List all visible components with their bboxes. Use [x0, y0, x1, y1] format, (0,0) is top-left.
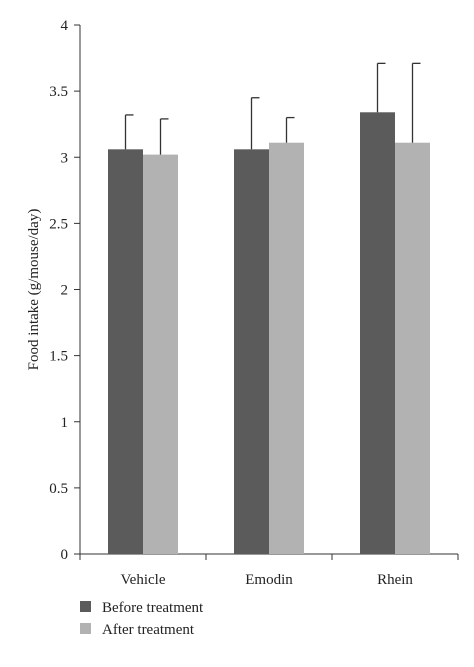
legend-label: After treatment	[102, 622, 195, 638]
y-tick-label: 0	[61, 547, 69, 563]
x-category-label: Rhein	[377, 572, 413, 588]
legend-swatch	[80, 601, 91, 612]
y-axis-title: Food intake (g/mouse/day)	[26, 209, 42, 371]
y-tick-label: 3.5	[49, 84, 68, 100]
bar	[360, 112, 395, 554]
bar	[234, 149, 269, 554]
bar	[395, 142, 430, 554]
bar	[108, 149, 143, 554]
legend-swatch	[80, 623, 91, 634]
bar	[269, 142, 304, 554]
y-tick-label: 2	[61, 283, 69, 299]
legend-label: Before treatment	[102, 600, 204, 616]
bar	[143, 154, 178, 555]
y-tick-label: 2.5	[49, 216, 68, 232]
y-tick-label: 3	[61, 150, 69, 166]
x-category-label: Vehicle	[121, 572, 166, 588]
y-tick-label: 0.5	[49, 481, 68, 497]
y-tick-label: 1.5	[49, 349, 68, 365]
x-category-label: Emodin	[245, 572, 293, 588]
y-tick-label: 1	[61, 415, 69, 431]
y-tick-label: 4	[61, 18, 69, 34]
